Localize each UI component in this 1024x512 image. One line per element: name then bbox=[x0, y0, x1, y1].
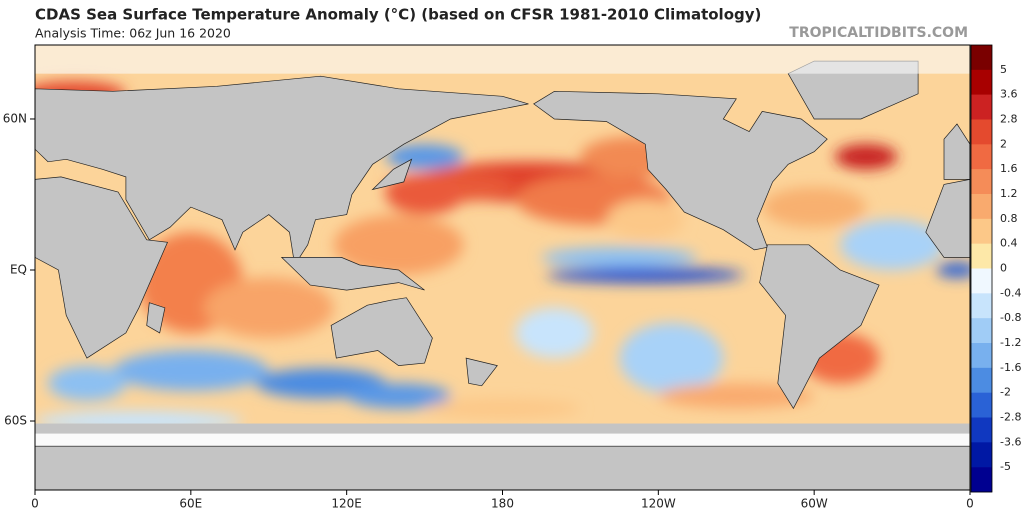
anomaly-blob bbox=[112, 350, 269, 391]
colorbar-segment bbox=[971, 367, 992, 393]
colorbar-label: -3.6 bbox=[1000, 435, 1021, 448]
colorbar-segment bbox=[971, 392, 992, 418]
land-mass bbox=[533, 90, 828, 251]
colorbar-segment bbox=[971, 119, 992, 145]
colorbar-segment bbox=[971, 194, 992, 220]
anomaly-blob bbox=[619, 322, 724, 394]
colorbar-segment bbox=[971, 69, 992, 95]
land-mass bbox=[330, 297, 433, 366]
x-tick-label: 60E bbox=[179, 497, 202, 511]
land-mass bbox=[465, 357, 498, 387]
land-mass bbox=[146, 302, 166, 334]
colorbar-label: -0.8 bbox=[1000, 311, 1021, 324]
anomaly-blob bbox=[541, 247, 698, 268]
colorbar-segment bbox=[971, 442, 992, 468]
anomaly-blob bbox=[546, 267, 745, 283]
anomaly-blob bbox=[203, 277, 334, 338]
colorbar-frame bbox=[970, 44, 993, 493]
colorbar-label: -1.6 bbox=[1000, 361, 1021, 374]
colorbar-segment bbox=[971, 343, 992, 369]
y-tick-label: 60S bbox=[4, 414, 27, 428]
colorbar-segment bbox=[971, 268, 992, 294]
anomaly-blob bbox=[333, 214, 464, 276]
anomaly-blob bbox=[346, 383, 451, 409]
colorbar-segment bbox=[971, 318, 992, 344]
colorbar-label: -2.8 bbox=[1000, 411, 1021, 424]
land-mass bbox=[943, 123, 970, 180]
anomaly-blob bbox=[424, 398, 581, 419]
colorbar-segment bbox=[971, 218, 992, 244]
y-tick-label: 60N bbox=[3, 111, 27, 125]
colorbar-segment bbox=[971, 169, 992, 195]
anomaly-blob bbox=[762, 186, 867, 228]
map bbox=[35, 45, 970, 490]
y-tick-label: EQ bbox=[10, 263, 27, 277]
colorbar-label: 0 bbox=[1000, 262, 1007, 275]
colorbar-segment bbox=[971, 144, 992, 170]
land-mass bbox=[759, 244, 880, 410]
colorbar-label: 0.8 bbox=[1000, 212, 1018, 225]
colorbar-segment bbox=[971, 467, 992, 493]
x-tick-label: 0 bbox=[31, 497, 39, 511]
colorbar-label: -2 bbox=[1000, 386, 1011, 399]
colorbar-segment bbox=[971, 45, 992, 71]
x-tick-label: 60W bbox=[801, 497, 828, 511]
watermark: TROPICALTIDBITS.COM bbox=[789, 25, 968, 41]
colorbar-label: 3.6 bbox=[1000, 88, 1018, 101]
anomaly-field bbox=[35, 81, 970, 432]
colorbar-segment bbox=[971, 94, 992, 120]
anomaly-blob bbox=[606, 199, 685, 240]
anomaly-blob bbox=[840, 219, 945, 270]
antarctica bbox=[35, 445, 970, 490]
land-mass bbox=[371, 158, 413, 191]
colorbar: 5 3.6 2.8 2 1.6 1.2 0.8 0.4 0 -0.4 -0.8 -1.2 -1.6 -2 -… bbox=[970, 44, 1021, 493]
colorbar-label: 1.6 bbox=[1000, 162, 1018, 175]
colorbar-label: 5 bbox=[1000, 63, 1007, 76]
x-tick-label: 0 bbox=[966, 497, 974, 511]
anomaly-blob bbox=[515, 307, 594, 359]
colorbar-label: -5 bbox=[1000, 460, 1011, 473]
colorbar-label: 2.8 bbox=[1000, 113, 1018, 126]
anomaly-blob bbox=[47, 365, 126, 401]
colorbar-label: -0.4 bbox=[1000, 286, 1021, 299]
land-mass bbox=[280, 257, 425, 291]
x-tick-label: 120E bbox=[331, 497, 362, 511]
colorbar-label: -1.2 bbox=[1000, 336, 1021, 349]
sea-ice-white bbox=[35, 433, 970, 447]
anomaly-blob bbox=[658, 383, 815, 409]
colorbar-label: 2 bbox=[1000, 137, 1007, 150]
colorbar-label: 1.2 bbox=[1000, 187, 1018, 200]
arctic-ice bbox=[35, 45, 970, 74]
land bbox=[35, 45, 970, 490]
anomaly-blob bbox=[936, 262, 970, 278]
colorbar-segment bbox=[971, 417, 992, 443]
land-mass bbox=[925, 179, 970, 258]
colorbar-label: 0.4 bbox=[1000, 237, 1018, 250]
colorbar-segment bbox=[971, 243, 992, 269]
axes: 0 60E 120E 180 120W 60W 0 60N EQ 60S bbox=[3, 111, 974, 510]
colorbar-segment bbox=[971, 293, 992, 319]
land-mass bbox=[35, 176, 169, 359]
anomaly-blob bbox=[834, 144, 898, 170]
x-tick-label: 180 bbox=[491, 497, 514, 511]
title: CDAS Sea Surface Temperature Anomaly (°C… bbox=[35, 6, 761, 24]
anomaly-blob bbox=[385, 174, 464, 215]
subtitle: Analysis Time: 06z Jun 16 2020 bbox=[35, 26, 231, 41]
x-tick-label: 120W bbox=[641, 497, 676, 511]
